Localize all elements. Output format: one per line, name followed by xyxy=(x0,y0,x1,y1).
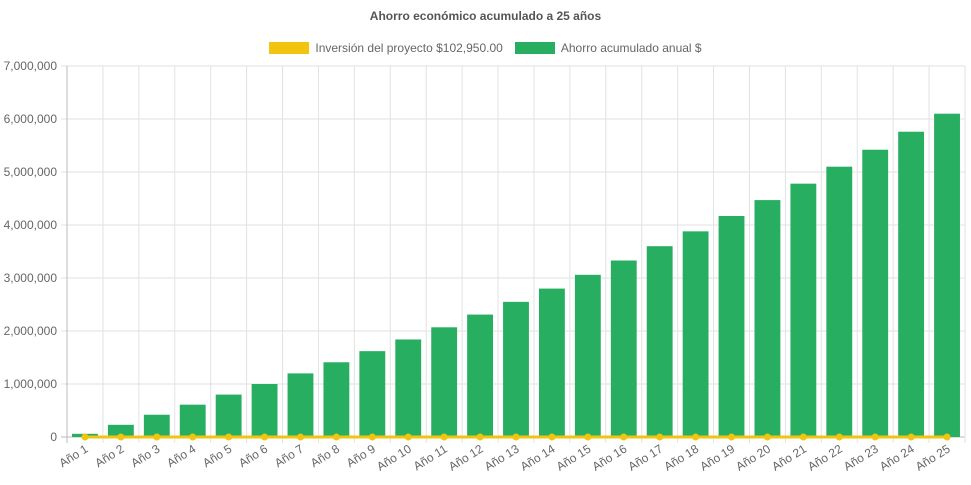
investment-point xyxy=(296,433,304,441)
x-tick-label: Año 20 xyxy=(733,442,773,474)
bar xyxy=(898,131,925,437)
bar xyxy=(718,215,745,437)
bar xyxy=(395,339,422,437)
investment-point xyxy=(332,433,340,441)
chart-title: Ahorro económico acumulado a 25 años xyxy=(369,9,602,23)
investment-point xyxy=(261,433,269,441)
x-tick-label: Año 22 xyxy=(805,442,845,474)
investment-point xyxy=(404,433,412,441)
investment-point xyxy=(117,433,125,441)
x-tick-label: Año 16 xyxy=(590,442,630,474)
legend-label-investment: Inversión del proyecto $102,950.00 xyxy=(315,41,503,55)
bar xyxy=(215,394,242,437)
x-tick-label: Año 7 xyxy=(272,441,306,470)
bar xyxy=(826,166,853,437)
x-tick-label: Año 9 xyxy=(344,441,378,470)
investment-point xyxy=(189,433,197,441)
bar xyxy=(682,231,709,437)
investment-point xyxy=(153,433,161,441)
legend-swatch-savings xyxy=(514,42,555,54)
bar xyxy=(107,424,134,437)
investment-point xyxy=(728,433,736,441)
investment-point xyxy=(440,433,448,441)
legend-label-savings: Ahorro acumulado anual $ xyxy=(560,41,702,55)
x-tick-label: Año 6 xyxy=(236,441,270,470)
x-tick-label: Año 15 xyxy=(554,442,594,474)
bar xyxy=(143,414,170,437)
x-tick-label: Año 3 xyxy=(128,441,162,470)
investment-point xyxy=(835,433,843,441)
x-tick-label: Año 21 xyxy=(769,442,809,474)
y-tick-label: 2,000,000 xyxy=(4,324,58,338)
investment-point xyxy=(799,433,807,441)
bar xyxy=(431,327,458,437)
bar xyxy=(359,351,386,437)
y-tick-label: 6,000,000 xyxy=(4,112,58,126)
y-tick-label: 4,000,000 xyxy=(4,218,58,232)
bar xyxy=(467,314,494,437)
bar xyxy=(862,149,889,438)
bar xyxy=(754,200,781,437)
investment-point xyxy=(871,433,879,441)
bar xyxy=(179,404,206,437)
bar xyxy=(251,384,278,437)
bar xyxy=(790,183,817,437)
investment-point xyxy=(692,433,700,441)
x-tick-label: Año 19 xyxy=(697,442,737,474)
investment-point xyxy=(620,433,628,441)
investment-point xyxy=(907,433,915,441)
x-tick-label: Año 8 xyxy=(308,441,342,470)
bar xyxy=(323,362,350,437)
investment-point xyxy=(584,433,592,441)
investment-point xyxy=(548,433,556,441)
y-tick-label: 3,000,000 xyxy=(4,271,58,285)
x-tick-label: Año 25 xyxy=(913,442,953,474)
bar xyxy=(610,260,637,437)
bar xyxy=(646,246,673,437)
x-tick-label: Año 13 xyxy=(482,442,522,474)
investment-point xyxy=(476,433,484,441)
bar xyxy=(503,301,529,437)
investment-point xyxy=(368,433,376,441)
investment-point xyxy=(656,433,664,441)
y-tick-label: 1,000,000 xyxy=(4,377,58,391)
x-tick-label: Año 24 xyxy=(877,442,917,474)
legend-item-savings[interactable]: Ahorro acumulado anual $ xyxy=(514,41,702,55)
bar xyxy=(574,274,601,437)
legend: Inversión del proyecto $102,950.00 Ahorr… xyxy=(0,41,971,55)
legend-swatch-investment xyxy=(269,42,310,54)
y-tick-label: 7,000,000 xyxy=(4,59,58,73)
x-tick-label: Año 10 xyxy=(374,442,414,474)
investment-point xyxy=(512,433,520,441)
investment-point xyxy=(225,433,233,441)
legend-item-investment[interactable]: Inversión del proyecto $102,950.00 xyxy=(269,41,503,55)
y-tick-label: 0 xyxy=(50,430,57,444)
bar xyxy=(287,373,314,437)
x-tick-label: Año 18 xyxy=(662,442,702,474)
x-tick-label: Año 23 xyxy=(841,442,881,474)
investment-point xyxy=(81,433,89,441)
investment-point xyxy=(943,433,951,441)
investment-point xyxy=(763,433,771,441)
x-tick-label: Año 5 xyxy=(200,441,234,470)
y-tick-label: 5,000,000 xyxy=(4,165,58,179)
bar xyxy=(934,113,960,437)
x-tick-label: Año 17 xyxy=(626,442,666,474)
x-tick-label: Año 4 xyxy=(164,441,198,470)
x-tick-label: Año 1 xyxy=(57,441,91,470)
x-tick-label: Año 12 xyxy=(446,442,486,474)
x-tick-label: Año 2 xyxy=(92,441,126,470)
x-tick-label: Año 14 xyxy=(518,442,558,474)
bar xyxy=(538,288,565,437)
x-tick-label: Año 11 xyxy=(411,442,450,474)
